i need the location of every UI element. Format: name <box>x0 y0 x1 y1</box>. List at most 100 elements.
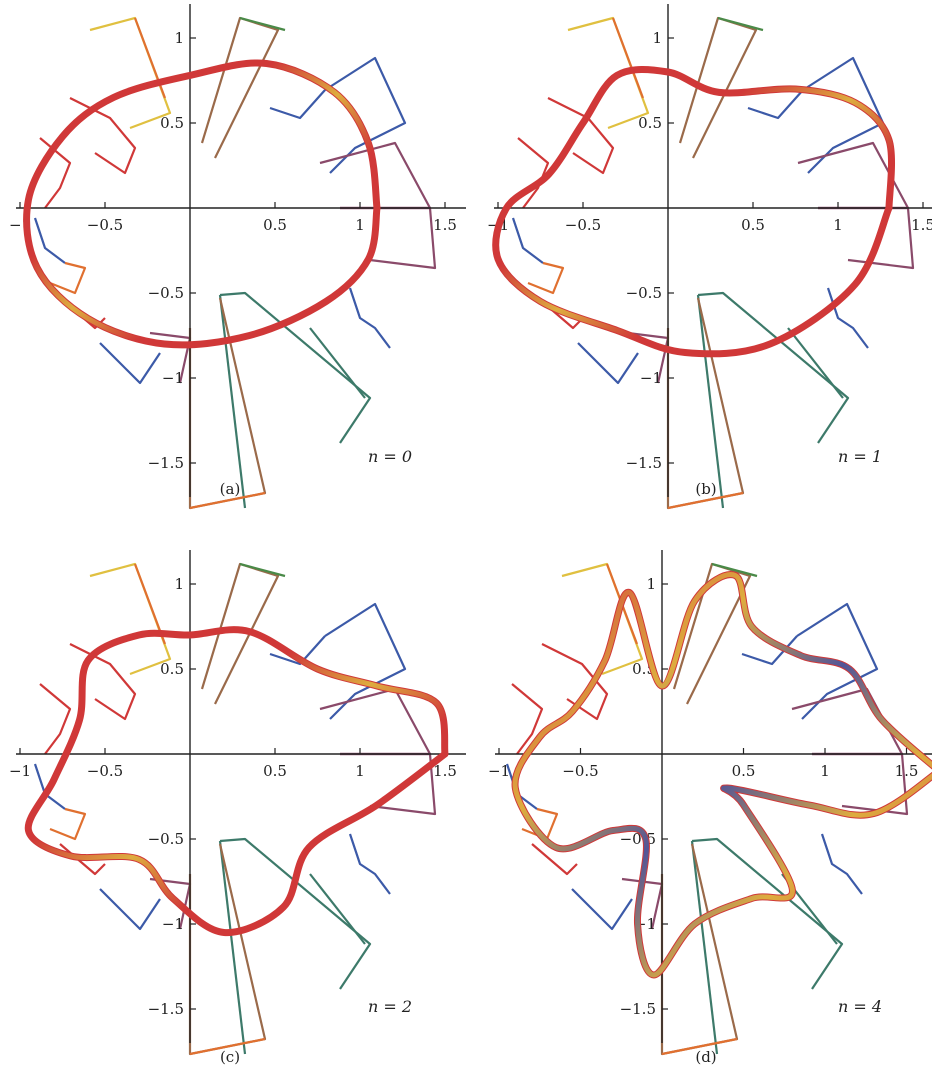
x-tick-label: 1.5 <box>895 762 919 780</box>
background-shape <box>678 16 758 159</box>
y-tick-label: −0.5 <box>626 284 662 302</box>
background-shape <box>99 888 161 931</box>
n-annotation: n = 2 <box>368 997 412 1016</box>
background-shape <box>219 291 372 444</box>
background-shape <box>218 840 247 1055</box>
background-shape <box>309 327 366 399</box>
background-shape <box>547 97 615 175</box>
y-tick-label: 0.5 <box>160 660 184 678</box>
background-shape <box>747 89 804 120</box>
background-shape <box>661 1037 738 1056</box>
background-shape <box>49 807 87 841</box>
y-tick-label: 1 <box>652 29 662 47</box>
background-shape <box>826 287 869 349</box>
background-shape <box>39 683 72 755</box>
y-tick-label: −0.5 <box>148 284 184 302</box>
curve-series-highlight <box>24 60 380 348</box>
background-shape <box>188 297 267 510</box>
background-shape <box>309 873 366 945</box>
x-tick-label: −1 <box>488 762 510 780</box>
background-shape <box>666 297 745 510</box>
x-tick-label: 1 <box>355 216 365 234</box>
x-tick-label: 1 <box>355 762 365 780</box>
y-tick-label: −1.5 <box>620 1000 656 1018</box>
background-shape <box>711 562 758 578</box>
background-shape <box>49 261 87 295</box>
background-shape <box>511 683 544 755</box>
y-tick-label: −0.5 <box>148 830 184 848</box>
y-tick-label: 0.5 <box>160 114 184 132</box>
panel-caption: (d) <box>695 1048 716 1066</box>
y-tick-label: 1 <box>646 575 656 593</box>
x-tick-label: −0.5 <box>87 216 123 234</box>
n-annotation: n = 1 <box>838 447 882 466</box>
background-shapes <box>33 16 437 510</box>
background-shape <box>511 217 544 264</box>
y-tick-label: 1 <box>174 575 184 593</box>
x-tick-label: 0.5 <box>263 762 287 780</box>
background-shape <box>611 17 645 99</box>
background-shape <box>69 643 137 721</box>
background-shape <box>89 16 172 130</box>
background-shape <box>219 837 372 990</box>
background-shape <box>89 562 172 676</box>
panel-caption: (b) <box>695 480 716 498</box>
n-annotation: n = 0 <box>368 447 412 466</box>
y-tick-label: −1.5 <box>626 454 662 472</box>
background-shape <box>527 261 565 295</box>
background-shape <box>218 294 247 509</box>
background-shape <box>33 217 66 264</box>
background-shape <box>717 16 764 32</box>
background-shape <box>741 635 798 666</box>
x-tick-label: 1 <box>820 762 830 780</box>
curve-series-highlight <box>493 66 895 357</box>
background-shape <box>696 294 725 509</box>
y-tick-label: 1 <box>174 29 184 47</box>
background-shape <box>324 602 407 720</box>
curve-series-highlight <box>25 627 448 936</box>
x-tick-label: 1.5 <box>433 762 457 780</box>
background-shape <box>531 843 578 876</box>
background-shape <box>189 491 266 510</box>
panel-caption: (a) <box>220 480 241 498</box>
background-shapes <box>505 562 909 1056</box>
background-shape <box>577 342 639 385</box>
panel-a: −1 −0.5 0.5 1 1.510.5−0.5−1−1.5 n = 0(a) <box>9 4 466 510</box>
background-shape <box>99 342 161 385</box>
background-shape <box>188 843 267 1056</box>
background-shape <box>324 56 407 174</box>
background-shape <box>521 807 559 841</box>
x-tick-label: 0.5 <box>263 216 287 234</box>
background-shape <box>69 97 137 175</box>
background-shape <box>571 888 633 931</box>
y-tick-label: 0.5 <box>638 114 662 132</box>
panel-b: −1 −0.5 0.5 1 1.510.5−0.5−1−1.5 n = 1(b) <box>487 4 932 510</box>
panel-caption: (c) <box>220 1048 240 1066</box>
y-tick-label: −1.5 <box>148 1000 184 1018</box>
background-shape <box>561 562 644 676</box>
background-shape <box>239 16 286 32</box>
panel-c: −1 −0.5 0.5 1 1.5 1 0.5 −0.5 −1 −1.5 n = 2 (c) <box>9 550 466 1066</box>
background-shape <box>820 833 863 895</box>
panel-d: −1 −0.5 0.5 1 1.510.5−0.5−1−1.5 n = 4(d) <box>488 550 932 1066</box>
background-shape <box>200 16 280 159</box>
background-shape <box>348 833 391 895</box>
x-tick-label: 1 <box>833 216 843 234</box>
y-tick-label: −1 <box>640 369 662 387</box>
background-shape <box>690 840 719 1055</box>
y-tick-label: −1.5 <box>148 454 184 472</box>
curve-series-highlight <box>512 572 932 978</box>
n-annotation: n = 4 <box>838 997 882 1016</box>
y-tick-label: −1 <box>162 915 184 933</box>
background-shape <box>348 287 391 349</box>
background-shape <box>667 491 744 510</box>
background-shape <box>269 635 326 666</box>
background-shape <box>691 837 844 990</box>
x-tick-label: 1.5 <box>911 216 932 234</box>
background-shape <box>189 1037 266 1056</box>
background-shape <box>319 687 432 756</box>
x-tick-label: 1.5 <box>433 216 457 234</box>
x-tick-label: −0.5 <box>562 762 598 780</box>
